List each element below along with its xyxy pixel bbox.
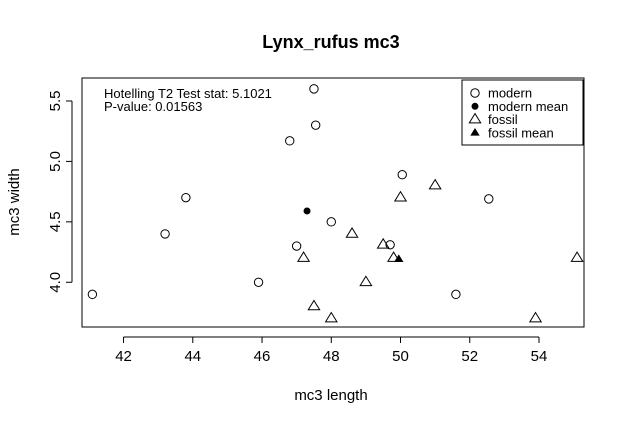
fossil-point <box>359 275 373 287</box>
modern-point <box>385 240 395 250</box>
chart-title: Lynx_rufus mc3 <box>262 32 399 52</box>
legend-fossil-marker <box>468 112 482 124</box>
modern-point <box>285 136 295 146</box>
modern-point <box>309 84 319 94</box>
p-value-annotation: P-value: 0.01563 <box>104 99 202 114</box>
x-axis: 42 44 46 48 50 52 54 <box>115 336 548 365</box>
modern-point <box>160 229 170 239</box>
y-axis-label: mc3 width <box>6 168 23 236</box>
x-tick-label: 48 <box>323 348 340 365</box>
modern-point <box>451 289 461 300</box>
modern-point <box>484 194 494 204</box>
legend-label: modern <box>488 86 532 101</box>
fossil-mean-point <box>394 254 404 263</box>
legend-modern-marker <box>470 88 480 98</box>
legend-label: fossil mean <box>488 125 554 140</box>
fossil-point <box>570 251 584 262</box>
fossil-point <box>376 237 390 249</box>
x-tick-label: 42 <box>115 348 132 365</box>
modern-point <box>253 277 264 287</box>
x-tick-label: 46 <box>254 348 271 365</box>
fossil-point <box>324 311 338 323</box>
fossil-point <box>296 251 311 262</box>
x-tick-label: 52 <box>461 348 478 365</box>
modern-point <box>326 217 336 227</box>
fossil-point <box>386 251 401 262</box>
fossil-point <box>393 190 408 202</box>
y-tick-label: 4.0 <box>47 272 64 293</box>
modern-mean-point <box>303 207 311 215</box>
modern-point <box>291 241 302 251</box>
fossil-point <box>307 299 321 311</box>
hotelling-stat-annotation: Hotelling T2 Test stat: 5.1021 <box>104 86 272 101</box>
legend-box <box>461 79 584 146</box>
fossil-point <box>528 311 543 323</box>
x-tick-label: 50 <box>392 348 409 365</box>
y-axis: 4.0 4.5 5.0 5.5 <box>47 91 73 293</box>
modern-point <box>397 169 407 180</box>
x-tick-label: 44 <box>184 348 201 365</box>
modern-point <box>310 120 321 130</box>
legend-label: fossil <box>488 112 518 127</box>
modern-point <box>87 289 98 300</box>
legend-modern-mean-marker <box>471 102 479 110</box>
legend-fossil-mean-marker <box>470 127 480 136</box>
y-tick-label: 5.5 <box>47 91 64 112</box>
x-axis-label: mc3 length <box>294 387 367 404</box>
plot-frame <box>81 77 585 328</box>
fossil-point <box>428 178 442 190</box>
y-tick-label: 4.5 <box>47 211 64 232</box>
y-tick-label: 5.0 <box>47 151 64 172</box>
modern-point <box>181 192 191 203</box>
x-tick-label: 54 <box>531 348 548 365</box>
data-points <box>87 84 584 323</box>
fossil-point <box>345 226 359 238</box>
legend-label: modern mean <box>488 99 568 114</box>
